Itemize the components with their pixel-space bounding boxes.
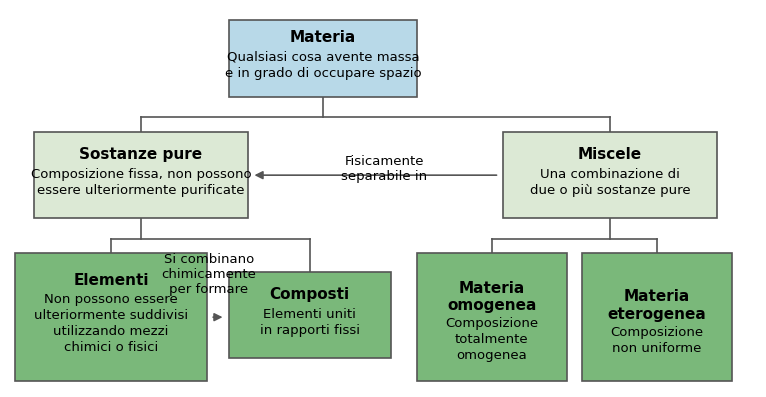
Text: Elementi uniti
in rapporti fissi: Elementi uniti in rapporti fissi	[260, 308, 360, 337]
Text: Composizione fissa, non possono
essere ulteriormente purificate: Composizione fissa, non possono essere u…	[31, 168, 251, 197]
Text: Si combinano
chimicamente
per formare: Si combinano chimicamente per formare	[162, 253, 257, 296]
Text: Composti: Composti	[270, 287, 350, 302]
FancyBboxPatch shape	[582, 253, 732, 382]
Text: Composizione
non uniforme: Composizione non uniforme	[611, 326, 703, 355]
Text: Qualsiasi cosa avente massa
e in grado di occupare spazio: Qualsiasi cosa avente massa e in grado d…	[224, 51, 421, 80]
FancyBboxPatch shape	[34, 132, 248, 218]
Text: Materia
eterogenea: Materia eterogenea	[607, 289, 706, 322]
FancyBboxPatch shape	[503, 132, 717, 218]
Text: Miscele: Miscele	[578, 147, 642, 162]
FancyBboxPatch shape	[229, 19, 417, 97]
Text: Non possono essere
ulteriormente suddivisi
utilizzando mezzi
chimici o fisici: Non possono essere ulteriormente suddivi…	[34, 293, 188, 355]
FancyBboxPatch shape	[229, 272, 391, 358]
Text: Materia: Materia	[290, 31, 356, 45]
Text: Sostanze pure: Sostanze pure	[80, 147, 202, 162]
Text: Una combinazione di
due o più sostanze pure: Una combinazione di due o più sostanze p…	[530, 168, 690, 197]
Text: Composizione
totalmente
omogenea: Composizione totalmente omogenea	[445, 317, 538, 362]
FancyBboxPatch shape	[15, 253, 207, 382]
Text: Fisicamente
separabile in: Fisicamente separabile in	[342, 155, 427, 183]
Text: Elementi: Elementi	[73, 273, 149, 288]
FancyBboxPatch shape	[417, 253, 567, 382]
Text: Materia
omogenea: Materia omogenea	[447, 281, 536, 313]
